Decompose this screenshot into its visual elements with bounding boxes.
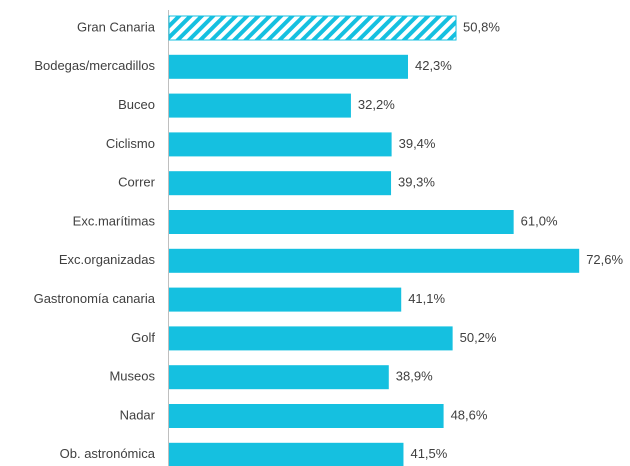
category-label: Gastronomía canaria [34,291,156,306]
category-label: Gran Canaria [77,19,156,34]
bar [169,54,408,79]
bar [169,287,402,312]
category-label: Ob. astronómica [60,446,156,461]
category-label: Golf [131,330,155,345]
category-label: Exc.organizadas [59,252,156,267]
category-label: Correr [118,175,156,190]
bar [169,365,389,390]
value-label: 61,0% [521,213,558,228]
value-label: 48,6% [451,407,488,422]
bar [169,93,351,118]
bar [169,171,392,196]
value-label: 72,6% [586,252,623,267]
bar [169,210,514,234]
value-label: 38,9% [396,369,433,384]
bar [169,442,404,466]
category-label: Exc.marítimas [73,213,156,228]
value-label: 41,5% [410,446,447,461]
bar [169,404,444,428]
category-label: Nadar [120,407,156,422]
bar [169,132,392,157]
value-label: 50,2% [460,330,497,345]
category-label: Museos [109,369,155,384]
value-label: 39,3% [398,175,435,190]
category-label: Bodegas/mercadillos [34,58,155,73]
value-label: 42,3% [415,58,452,73]
bar [168,15,457,41]
value-label: 39,4% [399,136,436,151]
value-label: 50,8% [463,19,500,34]
category-label: Ciclismo [106,136,155,151]
bar [169,326,453,351]
category-label: Buceo [118,97,155,112]
value-label: 41,1% [408,291,445,306]
bar [169,248,580,273]
value-label: 32,2% [358,97,395,112]
